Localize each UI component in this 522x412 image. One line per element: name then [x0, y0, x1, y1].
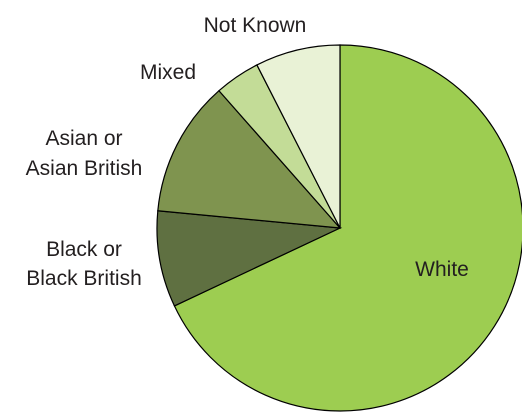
- label-asian-line-2: Asian British: [26, 157, 143, 180]
- slice-labels: White Black or Black British Asian or As…: [26, 14, 469, 290]
- pie-slice-black-or-black-british: [156, 210, 343, 307]
- pie-slice-asian-or-asian-british: [157, 89, 342, 229]
- label-asian-line-1: Asian or: [45, 127, 122, 150]
- label-mixed: Mixed: [140, 61, 196, 84]
- pie-slice-not-known: [256, 44, 341, 229]
- label-not-known: Not Known: [204, 14, 307, 37]
- label-black-line-2: Black British: [26, 267, 142, 290]
- label-black-line-1: Black or: [46, 238, 122, 261]
- pie-slices: [156, 44, 522, 412]
- label-white: White: [415, 258, 469, 281]
- pie-slice-white: [173, 44, 522, 412]
